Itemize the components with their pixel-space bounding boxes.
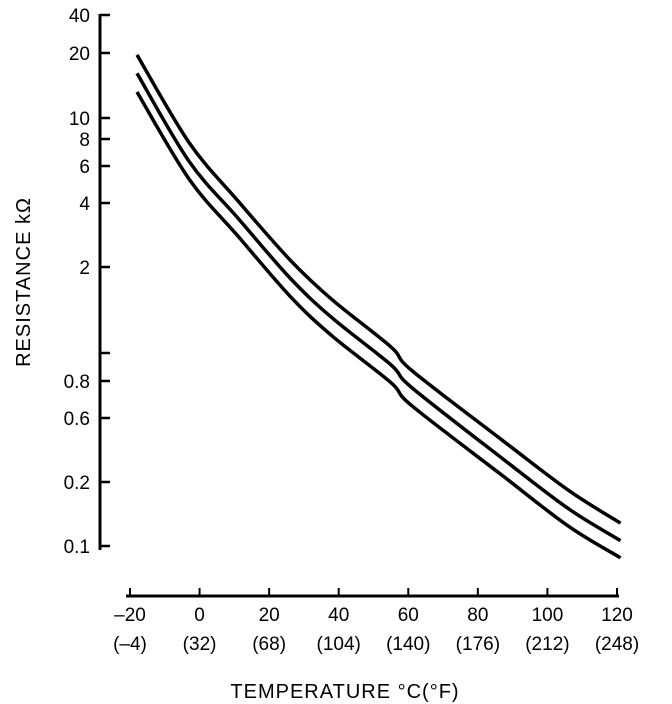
y-tick-label: 10	[69, 109, 90, 130]
x-tick-sublabel-fahrenheit: (104)	[317, 634, 361, 655]
y-axis-title: RESISTANCE kΩ	[13, 197, 35, 367]
y-tick-label: 0.8	[64, 372, 90, 393]
y-tick-label: 2	[79, 258, 90, 279]
curve-middle	[135, 72, 622, 543]
x-tick-label: 20	[259, 605, 280, 626]
y-tick-label: 40	[69, 6, 90, 27]
x-tick-label: 0	[194, 605, 205, 626]
y-tick-label: 6	[79, 157, 90, 178]
curve-upper	[135, 54, 622, 525]
y-tick-label: 0.2	[64, 473, 90, 494]
x-tick-sublabel-fahrenheit: (212)	[525, 634, 569, 655]
y-tick-label: 20	[69, 44, 90, 65]
curve-lower	[135, 91, 622, 560]
x-tick-label: 40	[328, 605, 349, 626]
x-tick-label: 80	[467, 605, 488, 626]
x-tick-label: 120	[601, 605, 633, 626]
x-tick-sublabel-fahrenheit: (68)	[252, 634, 286, 655]
x-tick-label: 100	[532, 605, 564, 626]
x-tick-sublabel-fahrenheit: (176)	[456, 634, 500, 655]
x-tick-sublabel-fahrenheit: (248)	[595, 634, 639, 655]
y-tick-label: 4	[79, 194, 90, 215]
x-tick-sublabel-fahrenheit: (140)	[386, 634, 430, 655]
x-axis-title: TEMPERATURE °C(°F)	[230, 681, 459, 703]
y-tick-label: 8	[79, 130, 90, 151]
y-tick-label: 0.1	[64, 537, 90, 558]
x-tick-label: –20	[114, 605, 146, 626]
y-tick-label: 0.6	[64, 409, 90, 430]
x-tick-label: 60	[398, 605, 419, 626]
x-tick-sublabel-fahrenheit: (–4)	[113, 634, 147, 655]
x-tick-sublabel-fahrenheit: (32)	[183, 634, 217, 655]
